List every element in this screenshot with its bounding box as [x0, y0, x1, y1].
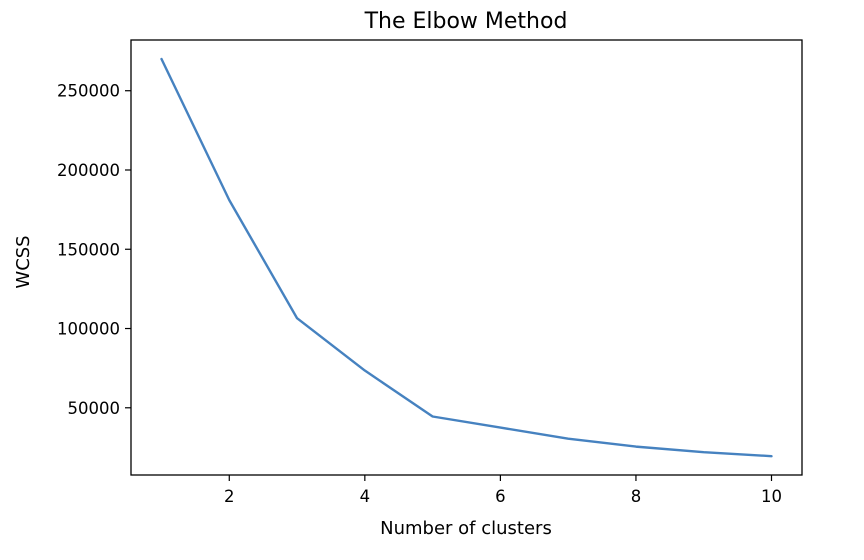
y-axis-label: WCSS	[13, 235, 34, 288]
x-tick-label: 2	[224, 487, 235, 506]
y-tick-label: 150000	[57, 240, 120, 259]
series-group	[160, 57, 773, 458]
x-tick-label: 8	[631, 487, 642, 506]
y-tick-label: 50000	[68, 399, 121, 418]
x-axis-label: Number of clusters	[380, 518, 552, 539]
axes-frame	[130, 39, 803, 476]
wcss-series-line	[160, 57, 773, 458]
x-axis-ticks: 2 4 6 8 10	[224, 475, 782, 506]
chart-title: The Elbow Method	[364, 9, 568, 34]
plot-area	[130, 39, 803, 476]
y-tick-label: 250000	[57, 82, 120, 101]
x-tick-label: 10	[761, 487, 782, 506]
y-tick-label: 200000	[57, 161, 120, 180]
x-tick-label: 4	[360, 487, 371, 506]
x-tick-label: 6	[495, 487, 506, 506]
y-tick-label: 100000	[57, 320, 120, 339]
y-axis-ticks: 50000 100000 150000 200000 250000	[57, 82, 131, 418]
